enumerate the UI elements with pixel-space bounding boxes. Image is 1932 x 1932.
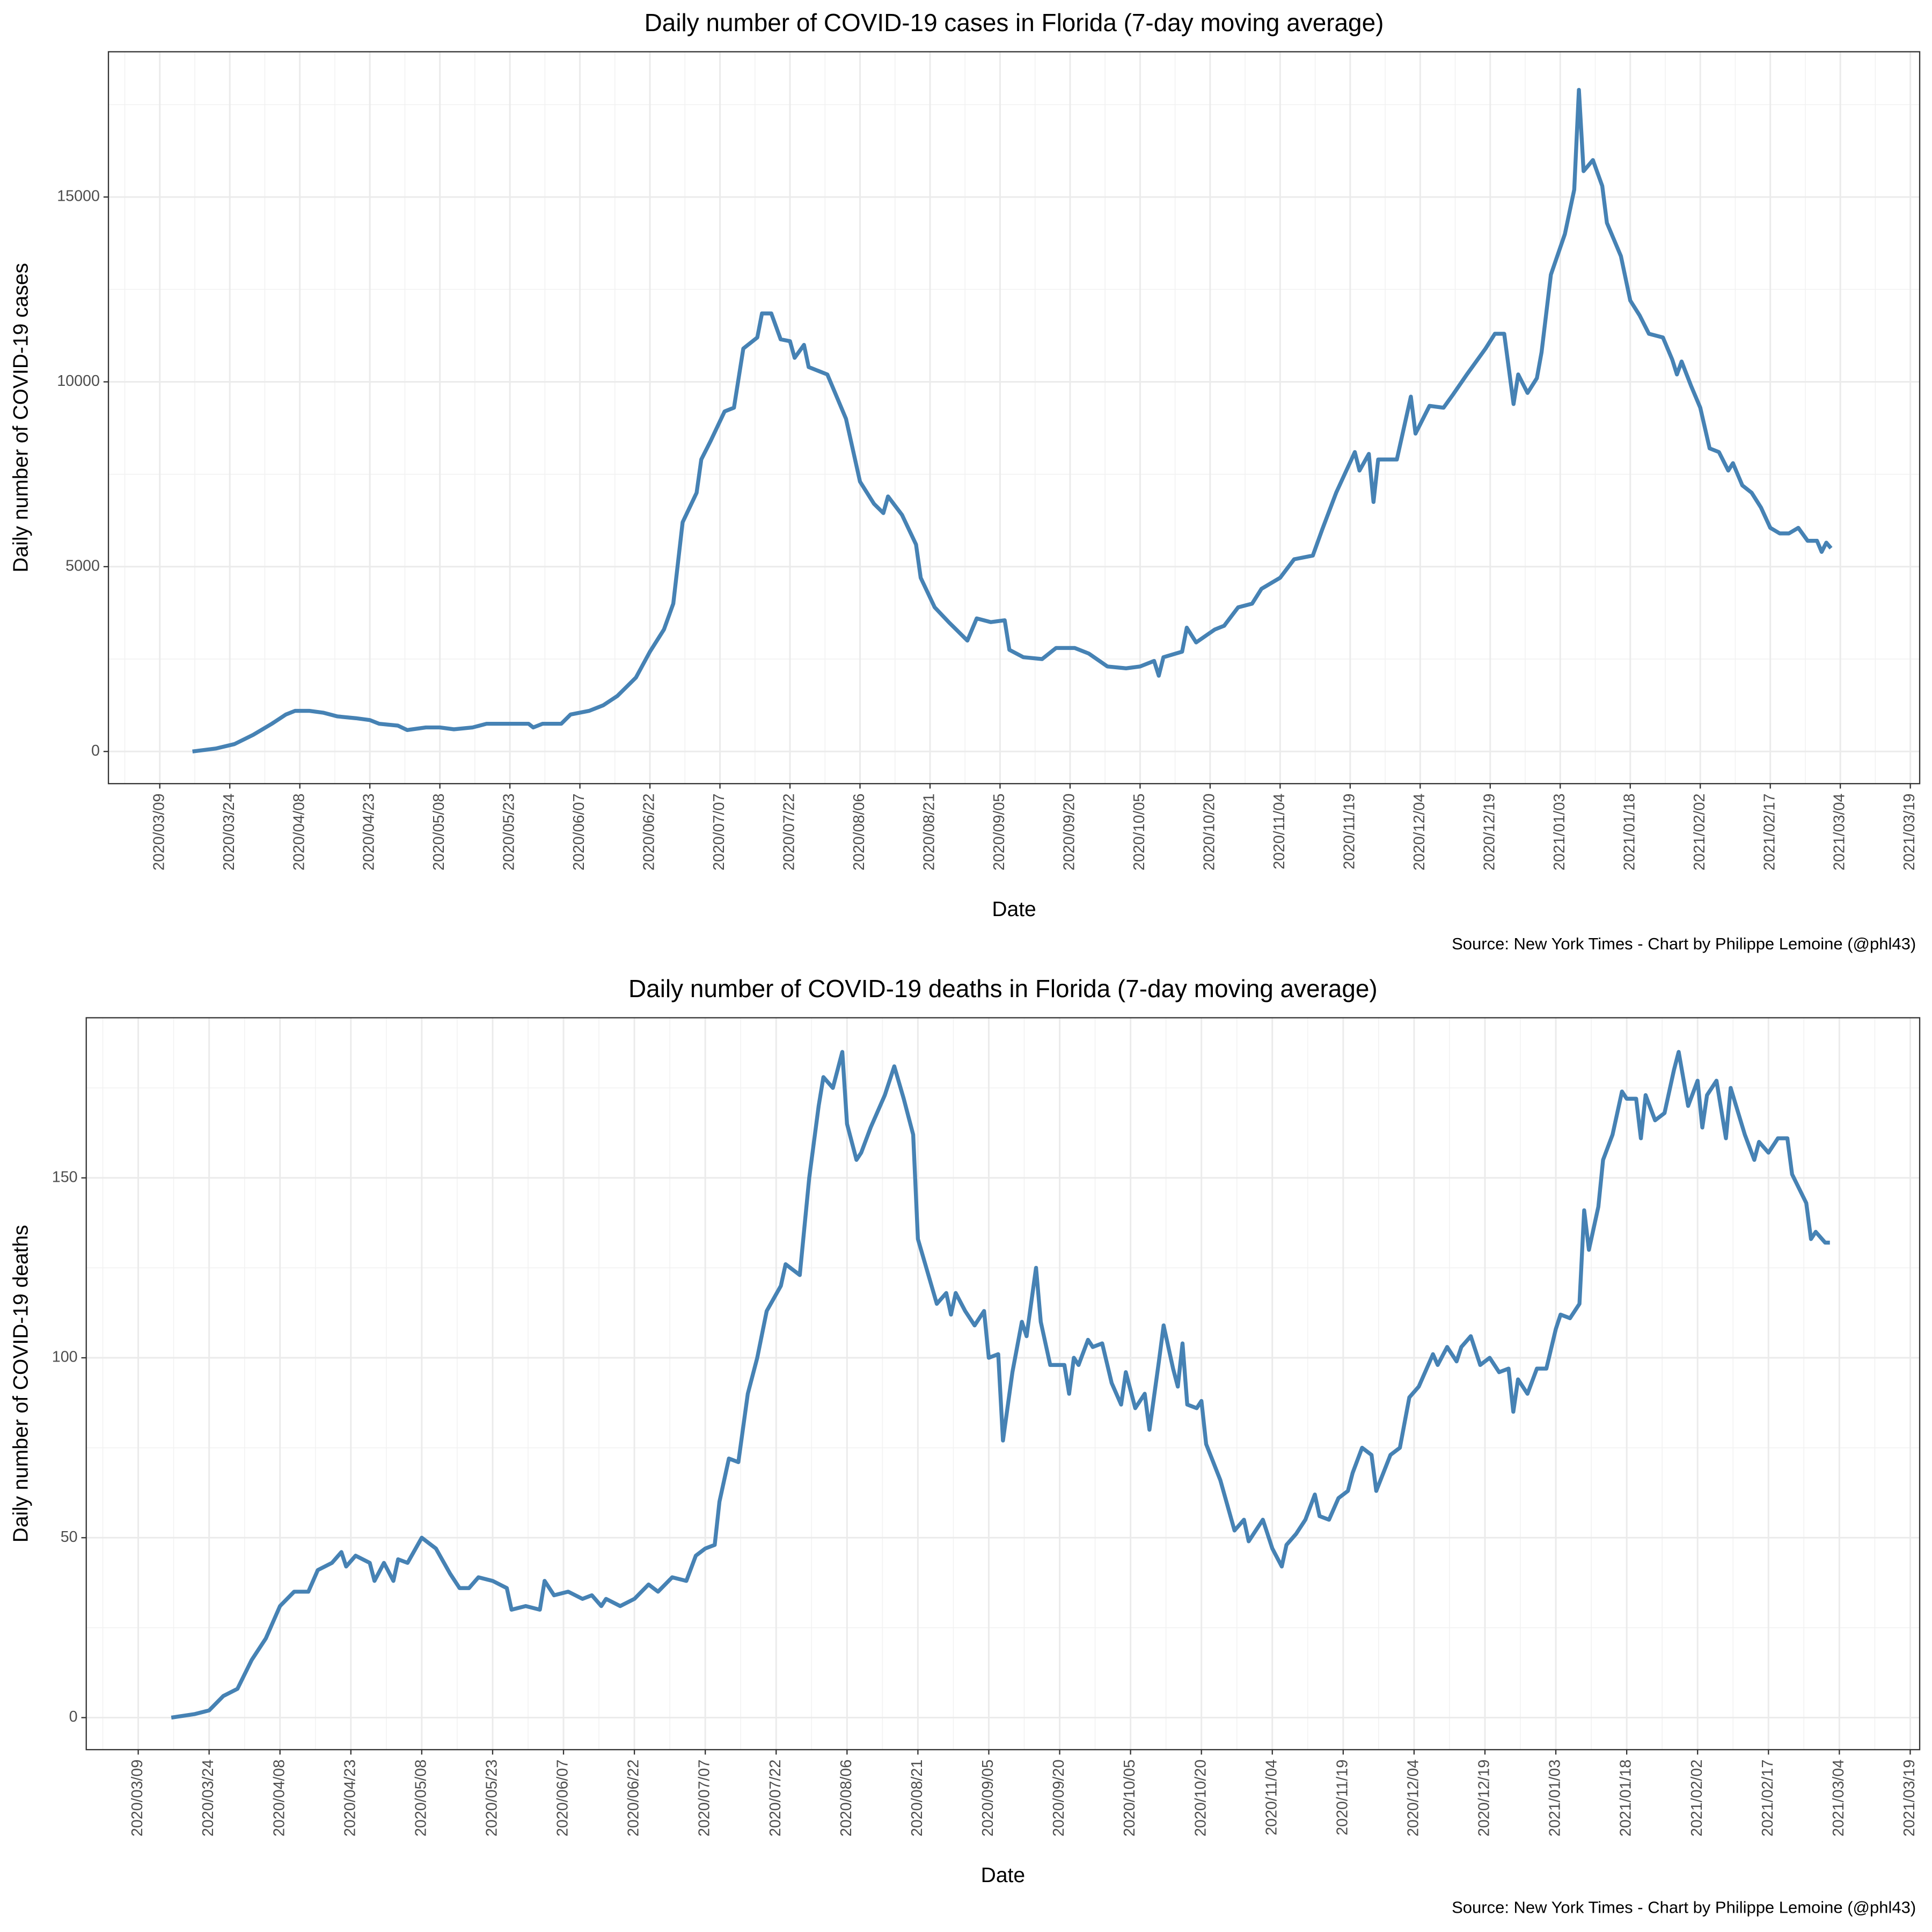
y-tick-label: 100 xyxy=(52,1349,78,1366)
x-tick-label: 2021/01/18 xyxy=(1618,1760,1635,1837)
x-tick-label: 2021/02/02 xyxy=(1688,1760,1706,1837)
x-tick-label: 2021/02/17 xyxy=(1761,794,1778,871)
y-tick-label: 0 xyxy=(91,742,100,759)
x-tick-label: 2020/08/06 xyxy=(838,1760,855,1837)
plot-border xyxy=(107,51,1921,785)
x-tick-label: 2020/09/20 xyxy=(1061,794,1078,871)
y-tick-label: 5000 xyxy=(65,557,100,574)
x-tick-label: 2021/03/04 xyxy=(1830,1760,1847,1837)
x-tick-label: 2021/01/03 xyxy=(1547,1760,1564,1837)
y-tick-label: 10000 xyxy=(57,372,100,390)
x-tick-label: 2020/03/24 xyxy=(221,794,238,871)
x-tick-label: 2020/12/19 xyxy=(1476,1760,1493,1837)
x-axis-title: Date xyxy=(981,1864,1025,1887)
x-tick-label: 2020/07/07 xyxy=(711,794,728,871)
x-tick-label: 2020/10/20 xyxy=(1192,1760,1209,1837)
x-tick-label: 2020/06/07 xyxy=(570,794,588,871)
x-tick-label: 2020/11/04 xyxy=(1271,794,1288,869)
y-axis-title: Daily number of COVID-19 cases xyxy=(10,263,33,573)
x-tick-label: 2020/11/19 xyxy=(1334,1760,1351,1835)
chart-panel: 2020/03/09 2020/03/24 2020/04/08 2020/04/23… xyxy=(10,975,1921,1917)
x-tick-label: 2020/06/07 xyxy=(554,1760,572,1837)
x-axis-title: Date xyxy=(992,898,1036,921)
x-tick-label: 2020/07/22 xyxy=(781,794,798,871)
x-tick-label: 2020/04/08 xyxy=(290,794,308,871)
x-tick-label: 2020/08/21 xyxy=(921,794,938,871)
x-tick-label: 2021/03/19 xyxy=(1901,794,1918,871)
x-tick-label: 2020/03/24 xyxy=(200,1760,217,1837)
x-tick-label: 2020/12/04 xyxy=(1411,794,1428,871)
plot-background xyxy=(108,52,1920,784)
x-tick-label: 2020/05/23 xyxy=(501,794,518,871)
x-tick-label: 2021/03/19 xyxy=(1901,1760,1918,1837)
x-tick-label: 2021/02/17 xyxy=(1759,1760,1776,1837)
x-tick-label: 2020/05/08 xyxy=(412,1760,429,1837)
x-tick-label: 2020/10/05 xyxy=(1131,794,1148,871)
data-line xyxy=(171,1050,1830,1720)
chart-title: Daily number of COVID-19 deaths in Flori… xyxy=(628,975,1378,1002)
x-tick-label: 2020/05/08 xyxy=(430,794,448,871)
data-line xyxy=(192,87,1833,753)
x-tick-label: 2020/04/23 xyxy=(341,1760,358,1837)
x-tick-label: 2020/06/22 xyxy=(625,1760,642,1837)
x-tick-label: 2020/06/22 xyxy=(641,794,658,871)
x-tick-label: 2020/05/23 xyxy=(484,1760,501,1837)
x-tick-label: 2020/04/08 xyxy=(270,1760,288,1837)
y-axis-title: Daily number of COVID-19 deaths xyxy=(10,1225,33,1542)
x-tick-label: 2020/07/07 xyxy=(696,1760,713,1837)
x-tick-label: 2020/08/21 xyxy=(909,1760,926,1837)
x-tick-label: 2021/02/02 xyxy=(1691,794,1708,871)
y-tick-label: 150 xyxy=(52,1168,78,1185)
source-caption: Source: New York Times - Chart by Philip… xyxy=(1452,934,1916,953)
x-tick-label: 2020/03/09 xyxy=(150,794,167,871)
x-tick-label: 2020/12/04 xyxy=(1404,1760,1422,1837)
x-tick-label: 2021/03/04 xyxy=(1831,794,1848,871)
plot-border xyxy=(85,1017,1921,1751)
x-tick-label: 2020/04/23 xyxy=(361,794,378,871)
source-caption: Source: New York Times - Chart by Philip… xyxy=(1452,1898,1916,1917)
x-tick-label: 2020/03/09 xyxy=(129,1760,146,1837)
x-tick-label: 2021/01/03 xyxy=(1551,794,1568,871)
y-tick-label: 50 xyxy=(61,1528,78,1546)
y-tick-label: 15000 xyxy=(57,188,100,205)
x-tick-label: 2020/08/06 xyxy=(851,794,868,871)
x-tick-label: 2020/11/04 xyxy=(1263,1760,1280,1835)
x-tick-label: 2020/09/20 xyxy=(1050,1760,1067,1837)
plot-background xyxy=(86,1018,1920,1750)
x-tick-label: 2020/09/05 xyxy=(979,1760,997,1837)
x-tick-label: 2020/10/05 xyxy=(1121,1760,1138,1837)
y-tick-label: 0 xyxy=(69,1708,78,1725)
x-tick-label: 2021/01/18 xyxy=(1621,794,1638,871)
x-tick-label: 2020/10/20 xyxy=(1201,794,1218,871)
x-tick-label: 2020/11/19 xyxy=(1341,794,1358,869)
chart-panel: 2020/03/09 2020/03/24 2020/04/08 2020/04/23… xyxy=(10,9,1921,953)
chart-title: Daily number of COVID-19 cases in Florid… xyxy=(645,9,1384,36)
x-tick-label: 2020/07/22 xyxy=(767,1760,784,1837)
x-tick-label: 2020/12/19 xyxy=(1481,794,1498,871)
x-tick-label: 2020/09/05 xyxy=(991,794,1008,871)
